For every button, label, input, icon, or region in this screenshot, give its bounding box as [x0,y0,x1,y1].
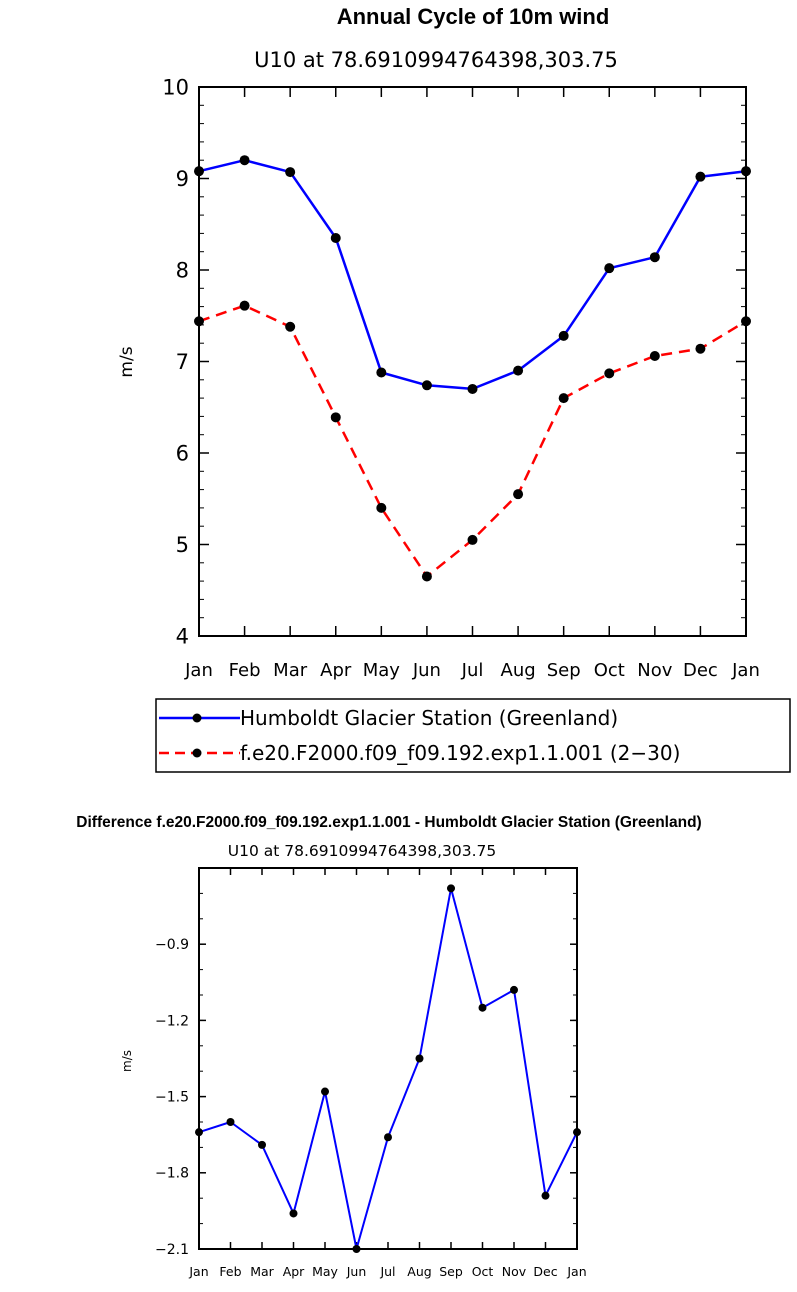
series-1-point [330,412,341,423]
y-tick-label: 7 [176,350,189,374]
x-tick-label: May [363,660,401,681]
series-0-point [321,1087,329,1096]
series-0-point [510,985,518,994]
x-tick-label: Nov [502,1264,527,1279]
legend-label-model: f.e20.F2000.f09_f09.192.exp1.1.001 (2−30… [240,741,680,765]
legend-marker-model [192,748,202,758]
x-tick-label: Aug [501,660,536,681]
y-tick-label: 9 [176,167,189,191]
chart1-y-tick-labels: 4 5 6 7 8 9 10 [162,75,189,648]
x-tick-label: Apr [283,1264,305,1279]
series-0-point [289,1209,298,1218]
series-1-point [467,534,478,545]
x-tick-label: Oct [472,1264,494,1279]
chart1-x-tick-labels: Jan Feb Mar Apr May Jun Jul Aug Sep Oct Nov Dec Jan [184,660,760,681]
x-tick-label: Mar [250,1264,274,1279]
x-tick-label: Aug [407,1264,431,1279]
series-1-point [513,489,524,500]
y-tick-label: −1.2 [155,1013,189,1029]
x-tick-label: Jan [566,1264,586,1279]
chart2-subtitle: U10 at 78.6910994764398,303.75 [228,842,497,860]
series-line-0 [198,887,578,1250]
series-0-point [415,1054,424,1063]
series-1-point [239,300,250,311]
series-0-point [258,1140,266,1149]
series-0-point [376,367,387,378]
x-tick-label: Dec [683,660,718,681]
legend-label-observed: Humboldt Glacier Station (Greenland) [240,706,618,730]
chart1-ylabel: m/s [117,346,137,377]
chart1-series-layer [194,155,751,582]
y-tick-label: 10 [162,75,189,99]
chart2-ylabel: m/s [120,1050,134,1072]
x-tick-label: Oct [594,660,625,681]
x-tick-label: Jun [412,660,441,681]
legend-marker-observed [192,713,202,723]
x-tick-label: Jul [379,1264,395,1279]
series-0-point [649,252,660,263]
legend-box [155,698,791,773]
y-tick-label: 5 [176,533,189,557]
x-tick-label: Dec [533,1264,557,1279]
x-tick-label: Sep [547,660,581,681]
series-0-point [421,380,432,391]
series-0-point [239,155,250,166]
chart1-legend: Humboldt Glacier Station (Greenland) f.e… [155,698,791,773]
series-0-point [226,1118,235,1126]
chart1-title: Annual Cycle of 10m wind [337,4,610,29]
y-tick-label: −1.8 [155,1166,189,1182]
y-tick-label: −1.5 [155,1090,189,1106]
series-0-point [447,884,455,893]
series-0-point [695,171,706,182]
x-tick-label: Mar [273,660,308,681]
series-0-point [467,383,478,394]
series-1-point [421,571,432,582]
series-0-point [478,1003,487,1012]
series-0-point [604,263,615,274]
series-0-point [384,1133,392,1142]
x-tick-label: Jan [184,660,213,681]
chart2-plot-frame [198,867,578,1250]
y-tick-label: −0.9 [155,937,189,953]
chart1-subtitle: U10 at 78.6910994764398,303.75 [254,48,618,72]
series-1-point [558,393,569,404]
chart1-plot-frame [198,86,747,637]
x-tick-label: Sep [439,1264,463,1279]
x-tick-label: Jan [731,660,760,681]
y-tick-label: 6 [176,441,189,465]
x-tick-label: Feb [229,660,261,681]
x-tick-label: Jan [188,1264,208,1279]
y-tick-label: 8 [176,258,189,282]
series-0-point [558,330,569,341]
x-tick-label: Jul [461,660,484,681]
chart2-title: Difference f.e20.F2000.f09_f09.192.exp1.… [76,814,701,831]
series-0-point [541,1191,550,1200]
y-tick-label: −2.1 [155,1242,189,1258]
x-tick-label: Jun [346,1264,367,1279]
series-1-point [695,343,706,354]
series-0-point [330,232,341,243]
series-1-point [285,321,296,332]
series-1-point [649,351,660,362]
x-tick-label: Feb [219,1264,241,1279]
series-0-point [285,167,296,178]
series-1-point [376,502,387,513]
series-1-point [604,368,615,379]
x-tick-label: Apr [320,660,352,681]
chart2-series-layer [195,884,581,1253]
chart2-y-tick-labels: −2.1 −1.8 −1.5 −1.2 −0.9 [155,937,189,1258]
series-0-point [513,365,524,376]
x-tick-label: Nov [637,660,672,681]
chart2-x-tick-labels: Jan Feb Mar Apr May Jun Jul Aug Sep Oct Nov Dec Jan [188,1264,586,1279]
x-tick-label: May [312,1264,338,1279]
y-tick-label: 4 [176,624,189,648]
chart2-axis-ticks [198,867,578,1250]
